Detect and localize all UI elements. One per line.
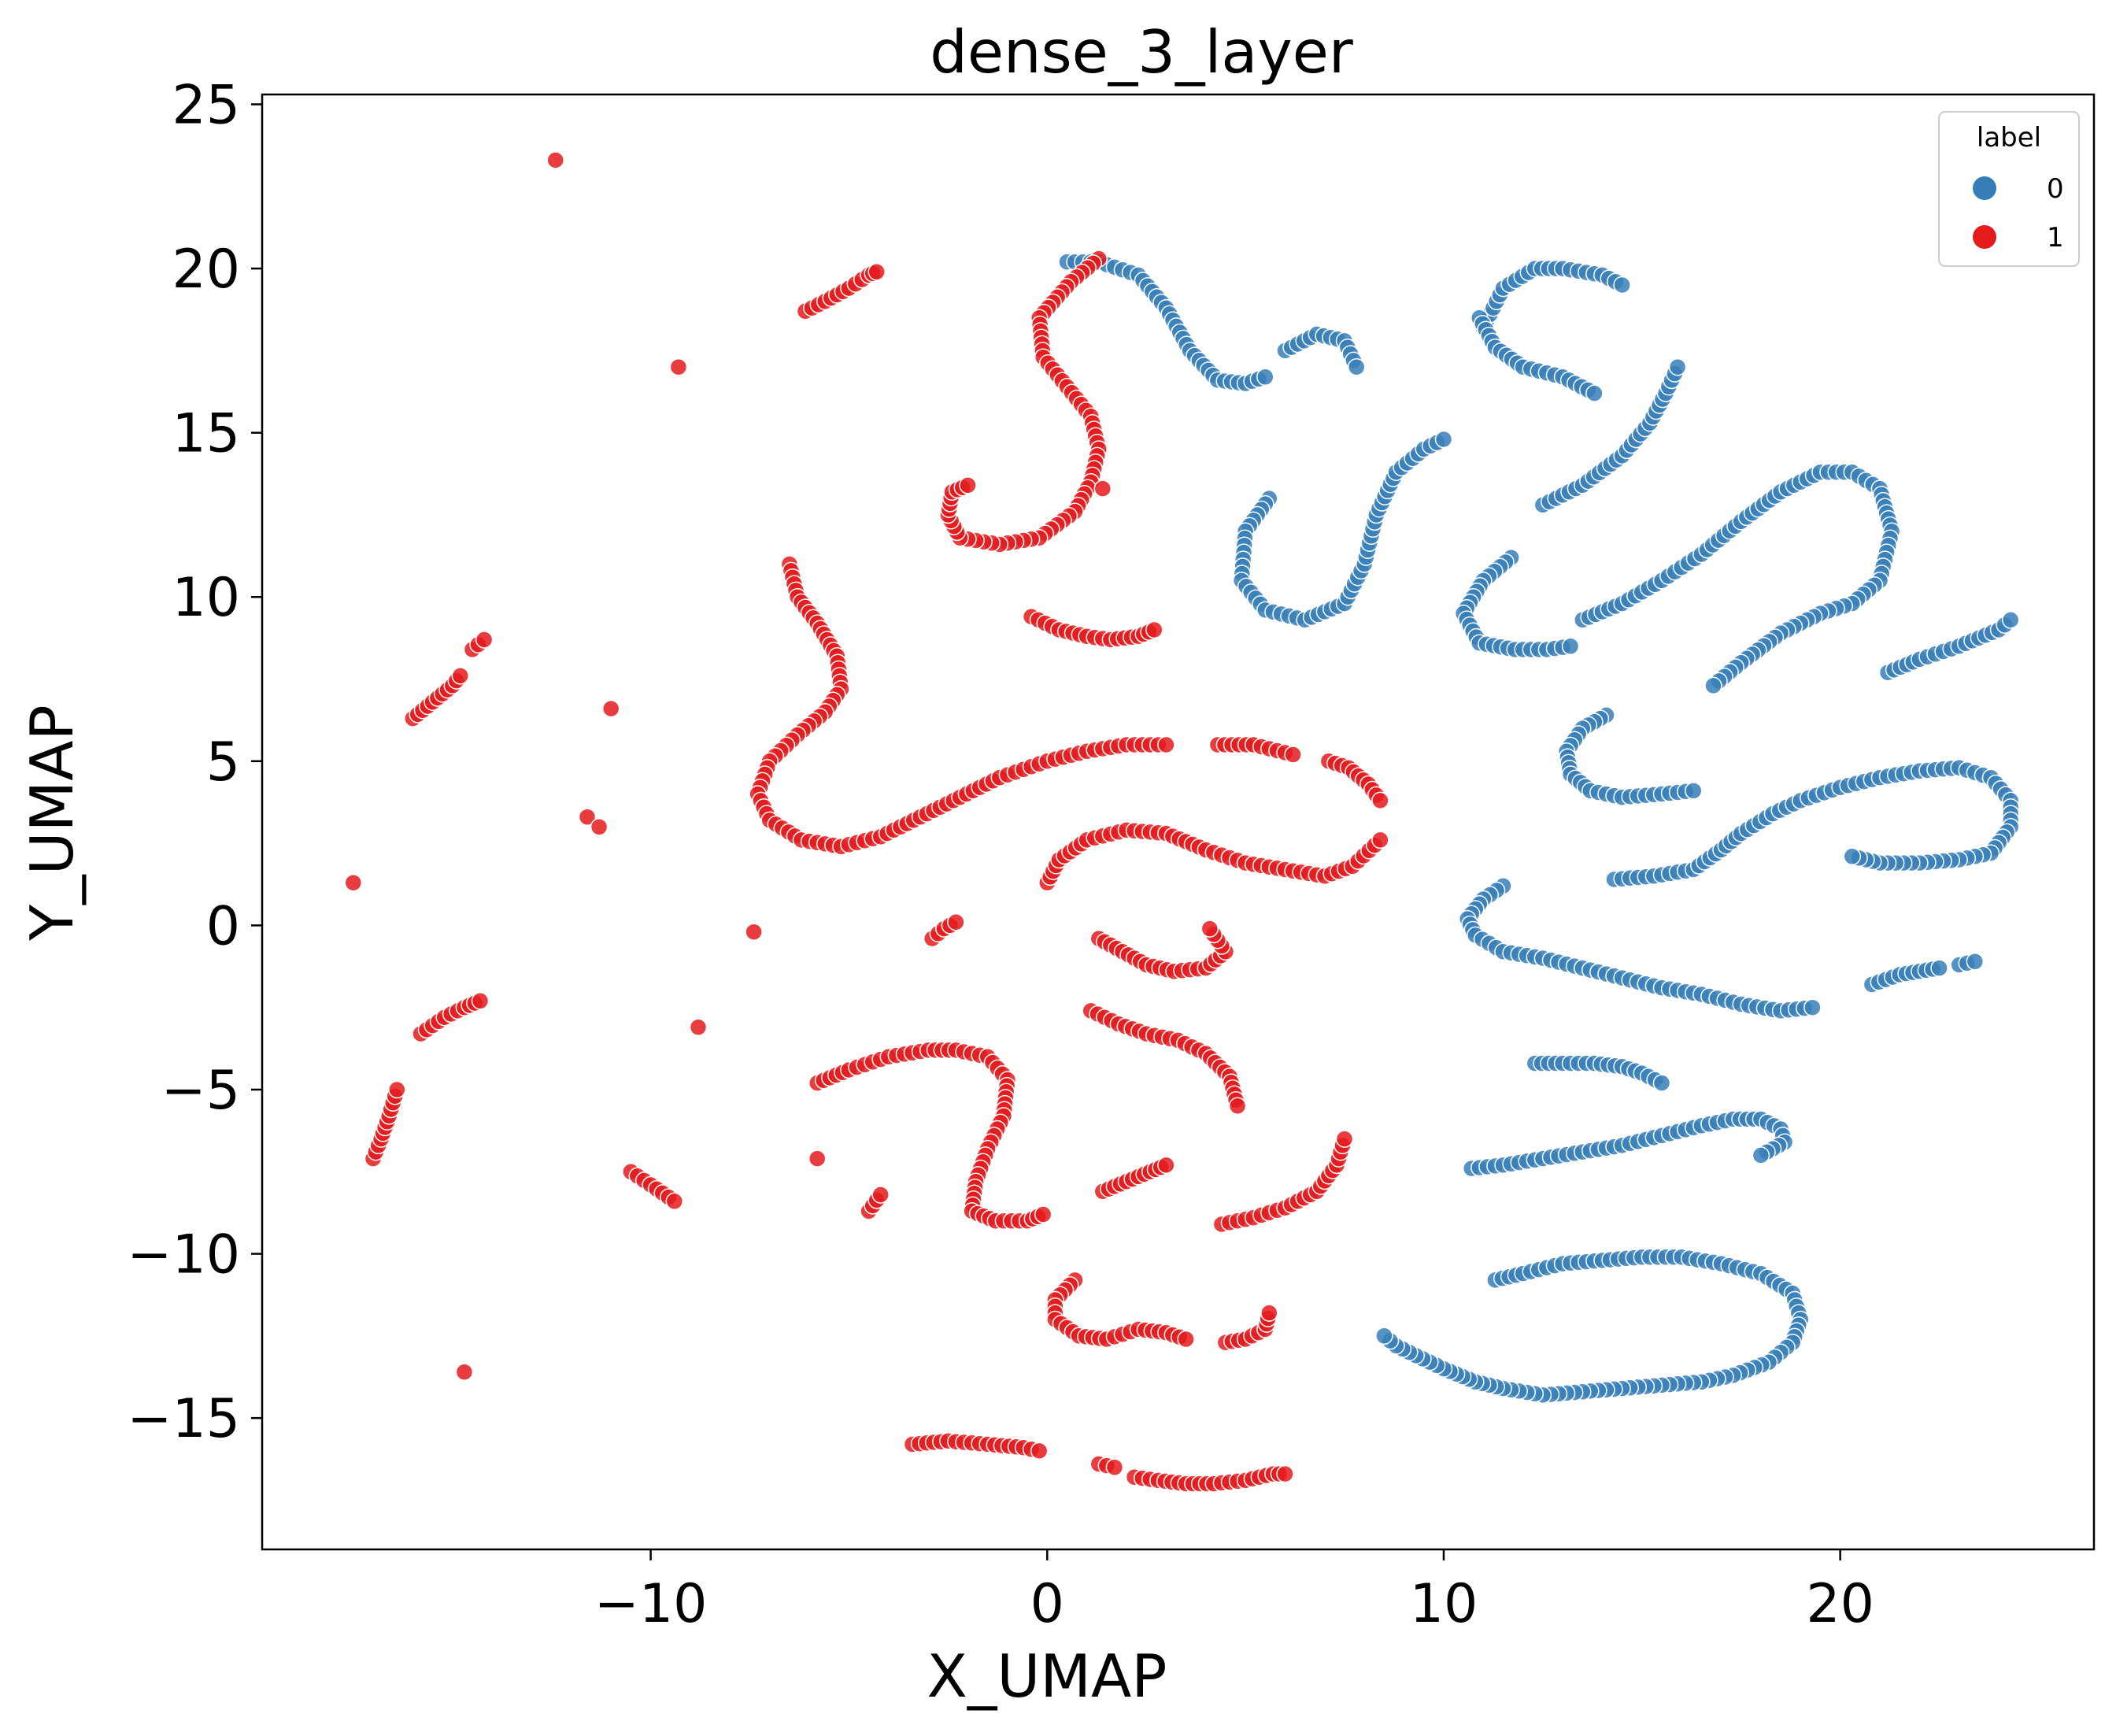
- x-tick-label: 20: [1806, 1573, 1874, 1635]
- scatter-point-series-0: [1613, 276, 1631, 294]
- scatter-point-series-1: [1105, 1458, 1124, 1476]
- scatter-point-series-0: [1704, 676, 1722, 695]
- scatter-point-series-1: [1157, 735, 1175, 754]
- plot-frame: [261, 93, 2096, 1551]
- scatter-point-series-1: [388, 1080, 406, 1099]
- scatter-point-series-1: [471, 992, 490, 1010]
- scatter-point-series-1: [871, 1186, 890, 1204]
- scatter-point-series-0: [1652, 1074, 1671, 1092]
- scatter-point-series-1: [1371, 791, 1389, 810]
- scatter-point-series-1: [1177, 1330, 1195, 1349]
- scatter-point-series-1: [1034, 1205, 1052, 1223]
- scatter-point-series-1: [959, 476, 977, 494]
- scatter-point-series-0: [1685, 782, 1703, 800]
- y-axis-ticks: −15 −10 −5 0 5 10 15 20 25: [127, 75, 262, 1450]
- scatter-point-series-1: [1200, 920, 1219, 938]
- y-tick-label: −10: [127, 1224, 240, 1286]
- scatter-point-series-1: [590, 818, 609, 836]
- y-tick-label: 10: [172, 567, 240, 629]
- scatter-point-series-1: [1260, 1304, 1278, 1322]
- plot-points: [344, 151, 2020, 1493]
- scatter-point-series-0: [1668, 357, 1687, 376]
- scatter-point-series-1: [578, 808, 597, 826]
- scatter-point-series-1: [808, 1149, 827, 1168]
- scatter-point-series-1: [601, 699, 620, 718]
- x-axis-ticks: −10 0 10 20: [594, 1549, 1874, 1635]
- x-tick-label: −10: [594, 1573, 708, 1635]
- chart-title: dense_3_layer: [930, 17, 1353, 87]
- y-tick-label: 25: [172, 75, 240, 137]
- legend-title: label: [1977, 122, 2041, 154]
- legend-label-1: 1: [2047, 222, 2064, 254]
- scatter-point-series-0: [1966, 953, 1985, 971]
- scatter-point-series-1: [1276, 1464, 1294, 1483]
- y-tick-label: 5: [206, 731, 240, 794]
- scatter-point-series-0: [2001, 611, 2020, 629]
- scatter-point-series-1: [546, 151, 564, 169]
- scatter-point-series-1: [344, 873, 363, 892]
- scatter-point-series-1: [689, 1018, 708, 1036]
- scatter-point-series-1: [455, 1363, 474, 1381]
- scatter-point-series-0: [1585, 384, 1604, 402]
- x-tick-label: 10: [1410, 1573, 1478, 1635]
- scatter-point-series-1: [867, 263, 886, 281]
- legend: label 0 1: [1938, 111, 2080, 267]
- legend-marker-1: [1973, 225, 1996, 249]
- legend-box: [1938, 111, 2080, 267]
- x-axis-label: X_UMAP: [927, 1642, 1167, 1711]
- y-tick-label: 20: [172, 239, 240, 301]
- scatter-point-series-1: [1030, 1442, 1049, 1460]
- scatter-point-series-1: [1335, 1130, 1354, 1148]
- y-tick-label: −5: [161, 1060, 240, 1122]
- scatter-point-series-0: [1434, 430, 1453, 449]
- scatter-point-series-1: [1093, 479, 1112, 498]
- scatter-point-series-0: [1843, 847, 1862, 866]
- scatter-point-series-1: [669, 357, 688, 376]
- scatter-point-series-0: [1752, 1146, 1770, 1164]
- legend-label-0: 0: [2047, 173, 2064, 205]
- scatter-point-series-0: [1256, 368, 1274, 387]
- scatter-point-series-0: [1561, 637, 1580, 656]
- scatter-point-series-0: [1347, 357, 1366, 376]
- scatter-point-series-1: [475, 631, 494, 649]
- scatter-point-series-1: [1371, 831, 1389, 849]
- scatter-point-series-1: [1284, 746, 1302, 764]
- x-tick-label: 0: [1030, 1573, 1064, 1635]
- scatter-point-series-1: [947, 912, 965, 931]
- scatter-point-series-1: [451, 667, 470, 685]
- y-tick-label: 0: [206, 895, 240, 957]
- scatter-point-series-1: [665, 1192, 684, 1211]
- y-tick-label: −15: [127, 1388, 240, 1450]
- y-tick-label: 15: [172, 403, 240, 465]
- scatter-point-series-0: [1930, 959, 1948, 977]
- scatter-point-series-0: [1803, 998, 1822, 1016]
- legend-marker-0: [1973, 176, 1996, 200]
- scatter-point-series-1: [1145, 620, 1163, 639]
- scatter-point-series-1: [1157, 1156, 1175, 1175]
- y-axis-label: Y_UMAP: [17, 705, 87, 941]
- scatter-point-series-1: [1228, 1097, 1247, 1116]
- scatter-point-series-1: [745, 923, 763, 941]
- scatter-point-series-0: [1375, 1327, 1393, 1345]
